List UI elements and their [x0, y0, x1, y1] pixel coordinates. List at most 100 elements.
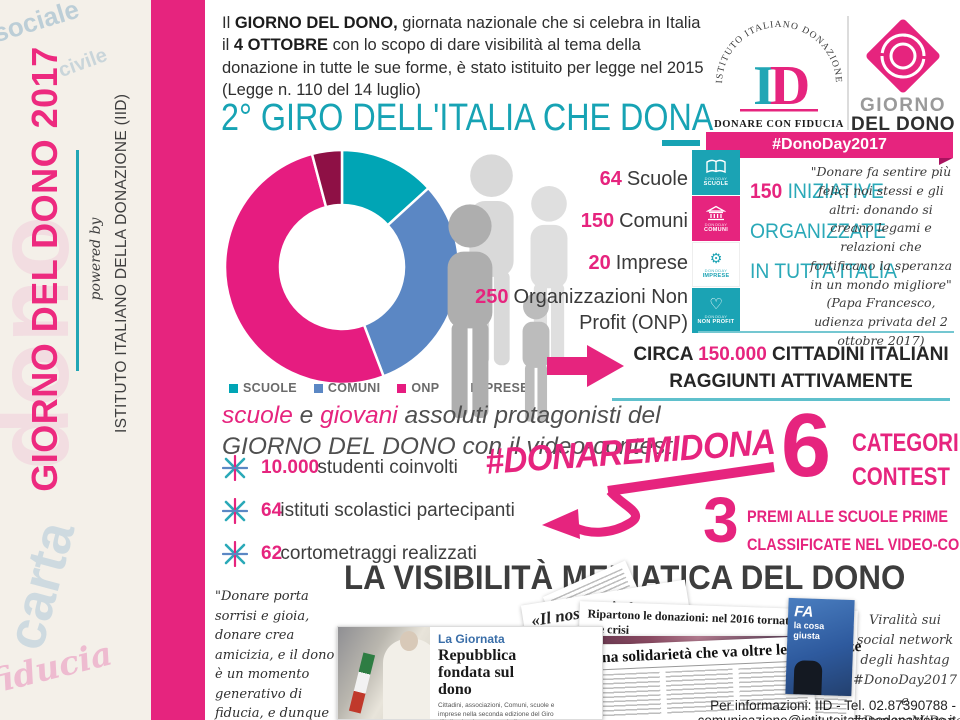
- gdd-line2: DEL DONO: [851, 114, 955, 134]
- tv-text: giusta: [793, 630, 821, 641]
- contest-intro-line1: scuole e giovani assoluti protagonisti d…: [222, 402, 661, 430]
- quote-text: "Donare fa sentire più felici noi stessi…: [809, 164, 953, 292]
- stat-value: 20: [588, 252, 611, 274]
- categorie-line1: CATEGORIE: [852, 429, 960, 457]
- iid-letter-d: D: [770, 55, 810, 117]
- donoday-banner: #DonoDay2017: [706, 132, 953, 165]
- badge-program: DONODAY: [704, 175, 728, 181]
- badge-comuni: DONODAY COMUNI: [692, 196, 740, 241]
- bullet-value: 64: [261, 500, 283, 521]
- badge-imprese: ⚙ DONODAY IMPRESE: [692, 242, 740, 287]
- clipping-photo: [338, 627, 430, 719]
- stat-scuole: 64 Scuole: [470, 166, 688, 192]
- watermark-word: carta: [0, 515, 87, 656]
- badge-label: COMUNI: [703, 227, 729, 234]
- social-note: Viralità sui social network degli hashta…: [852, 613, 960, 720]
- badge-scuole: DONODAY SCUOLE: [692, 150, 740, 195]
- iniziative-word: INIZIATIVE: [782, 180, 884, 203]
- quote-mattarella: "Donare porta sorrisi e gioia, donare cr…: [215, 587, 339, 720]
- asterisk-icon: [222, 541, 248, 567]
- contest-text: assoluti protagonisti del: [397, 402, 661, 429]
- badge-label: NON PROFIT: [697, 319, 735, 326]
- contest-word-scuole: scuole: [222, 402, 293, 429]
- iid-underline: [740, 109, 818, 112]
- clipping-body: La Giornata Repubblica fondata sul dono …: [430, 627, 576, 720]
- bullet-istituti: 64 istituti scolastici partecipanti: [222, 498, 515, 524]
- stat-imprese: 20 Imprese: [470, 250, 689, 276]
- intro-text: giornata nazionale che si celebra in Ita…: [222, 14, 701, 55]
- legend-label: COMUNI: [327, 381, 381, 395]
- powered-by-label: powered by: [88, 217, 104, 301]
- photo-sash: [348, 652, 376, 714]
- tv-silhouette: [793, 660, 823, 696]
- press-photo-tv: FA la cosa giusta: [785, 597, 855, 697]
- stat-label: Organizzazioni Non Profit (ONP): [513, 286, 688, 334]
- iniziative-block: 150 INIZIATIVE ORGANIZZATE IN TUTTA ITAL…: [750, 180, 898, 300]
- organization-name: ISTITUTO ITALIANO DELLA DONAZIONE (IID): [113, 93, 130, 433]
- legend-swatch: [313, 383, 323, 393]
- intro-paragraph: Il GIORNO DEL DONO, giornata nazionale c…: [222, 12, 706, 102]
- stat-value: 250: [475, 286, 509, 308]
- donut-slices: [223, 148, 461, 386]
- title-dash: [662, 140, 700, 146]
- stat-label: Scuole: [626, 168, 688, 190]
- intro-text: con lo scopo di dare visibilità al tema …: [222, 36, 704, 100]
- magenta-bar: [151, 0, 205, 720]
- premi-line1: PREMI ALLE SCUOLE PRIME: [747, 507, 948, 526]
- categorie-labels: CATEGORIE CONTEST: [852, 426, 960, 494]
- right-arrow-icon: [547, 345, 624, 387]
- sidebar-title: GIORNO DEL DONO 2017: [24, 46, 65, 492]
- bullet-text: 62 cortometraggi realizzati: [261, 543, 477, 565]
- premi-labels: PREMI ALLE SCUOLE PRIME CLASSIFICATE NEL…: [747, 503, 960, 559]
- legend-item: COMUNI: [313, 381, 381, 395]
- legend-label: ONP: [411, 381, 440, 395]
- badge-program: DONODAY: [704, 267, 728, 273]
- iniziative-value: 150: [750, 180, 783, 203]
- badge-label: IMPRESE: [702, 273, 730, 280]
- contest-word-giovani: giovani: [320, 402, 398, 429]
- gears-icon: ⚙: [709, 250, 723, 267]
- categorie-line2: CONTEST: [852, 463, 950, 491]
- photo-figure: [383, 639, 430, 719]
- iniziative-line1: 150 INIZIATIVE: [750, 180, 888, 204]
- giorno-del-dono-mark: [866, 19, 940, 93]
- donut-slice-comuni: [362, 186, 461, 378]
- main-title: 2° GIRO DELL'ITALIA CHE DONA: [221, 97, 714, 139]
- stat-onp: 250 Organizzazioni Non Profit (ONP): [470, 284, 688, 336]
- intro-bold-date: 4 OTTOBRE: [233, 36, 329, 55]
- bank-icon: [706, 204, 726, 222]
- stat-value: 64: [599, 168, 622, 190]
- stat-label: Imprese: [615, 252, 688, 274]
- reach-statement: CIRCA 150.000 CITTADINI ITALIANI RAGGIUN…: [628, 342, 954, 395]
- heart-icon: ♡: [709, 295, 723, 314]
- footer-contact: Per informazioni: IID - Tel. 02.87390788…: [698, 698, 956, 720]
- book-icon: [705, 158, 727, 176]
- press-clipping-giornata: La Giornata Repubblica fondata sul dono …: [337, 626, 603, 720]
- badge-program: DONODAY: [704, 313, 728, 319]
- stat-label: Comuni: [619, 210, 688, 232]
- bullet-value: 62: [261, 543, 283, 564]
- divider-line: [612, 398, 950, 401]
- contest-text: e: [292, 402, 321, 429]
- reach-text: CIRCA: [633, 344, 699, 365]
- clipping-kicker: La Giornata: [438, 632, 505, 646]
- tv-text: FA: [793, 603, 814, 621]
- iniziative-line3: IN TUTTA ITALIA: [750, 260, 898, 283]
- reach-text: CITTADINI ITALIANI: [766, 344, 949, 365]
- stat-comuni: 150 Comuni: [470, 208, 688, 234]
- legend-label: SCUOLE: [243, 381, 297, 395]
- premi-line2: CLASSIFICATE NEL VIDEO-CONTEST: [747, 535, 960, 554]
- badge-nonprofit: ♡ DONODAY NON PROFIT: [692, 288, 740, 333]
- categorie-number: 6: [781, 396, 832, 496]
- legend-swatch: [229, 383, 238, 393]
- quote-pope: "Donare fa sentire più felici noi stessi…: [806, 163, 956, 351]
- bullet-studenti: 10.000 studenti coinvolti: [222, 455, 458, 481]
- contest-intro-line2: GIORNO DEL DONO con il video-contest: [222, 433, 673, 460]
- watermark-strip: sociale civile dono carta fiducia: [0, 0, 151, 720]
- asterisk-icon: [222, 455, 248, 481]
- donoday-badges: DONODAY SCUOLE DONODAY COMUNI ⚙ DONODAY …: [692, 150, 740, 334]
- badge-program: DONODAY: [704, 221, 728, 227]
- bullet-value: 10.000: [261, 457, 320, 478]
- reach-text: RAGGIUNTI ATTIVAMENTE: [669, 370, 913, 392]
- premi-number: 3: [703, 484, 739, 556]
